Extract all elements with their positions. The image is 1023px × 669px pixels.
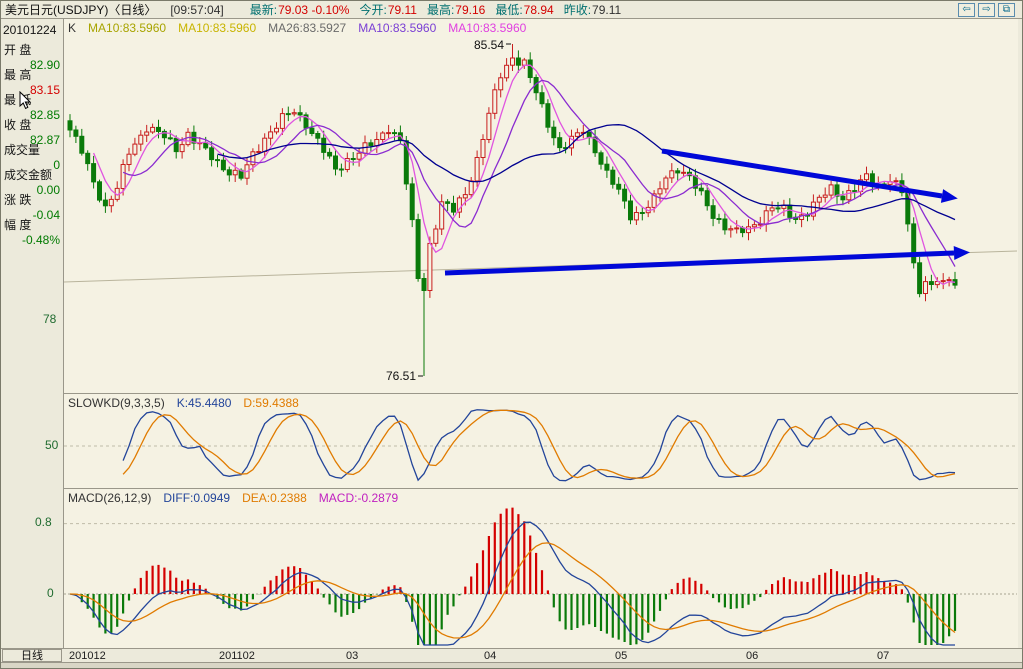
low-price-annotation: 76.51 [386, 369, 416, 383]
indicator-header-item: MA10:83.5960 [178, 21, 257, 35]
macd-axis-label-08: 0.8 [35, 515, 52, 529]
time-axis-month-label: 201102 [219, 650, 255, 662]
quote-label: 最新: [249, 3, 278, 17]
time-axis-month-label: 07 [877, 650, 890, 662]
quote-time: [09:57:04] [170, 2, 224, 17]
quote-value: 79.11 [592, 2, 622, 17]
high-price-annotation: 85.54 [474, 38, 504, 52]
quote-label: 昨收: [563, 3, 592, 17]
quote-label: 今开: [359, 3, 387, 17]
macd-chart-canvas[interactable] [64, 489, 1019, 649]
sidebar-field-label: 涨 跌 [4, 193, 32, 207]
main-indicator-header: K MA10:83.5960 MA10:83.5960 MA26:83.5927 MA1… [68, 21, 526, 35]
trend-arrow [444, 250, 955, 276]
horizontal-scrollbar[interactable] [1, 662, 1022, 668]
macd-histogram [74, 507, 957, 645]
quote-value: 79.11 [387, 2, 417, 17]
quote-strip: 最新: 79.03 -0.10% 今开: 79.11 最高: 79.16 最低: 78.94 昨… [240, 1, 621, 18]
indicator-header-item: K:45.4480 [176, 396, 232, 410]
quote-date: 20101224 [3, 23, 57, 37]
time-axis-month-label: 201012 [69, 650, 106, 662]
prev-page-button[interactable]: ⇦ [958, 2, 975, 17]
sidebar-field-label: 收 盘 [4, 118, 32, 132]
quote-sidebar-fields: 开 盘 82.90 最 高 83.15 最 低 82.85 收 盘 82.87 成交量 0 成交金额… [1, 40, 63, 247]
sidebar-field-label: 成交金额 [4, 168, 53, 182]
next-page-button[interactable]: ⇨ [978, 2, 995, 17]
indicator-header-item: K [68, 21, 77, 35]
trend-arrow-head [953, 246, 970, 260]
instrument-title: 美元日元(USDJPY)〈日线〉 [5, 3, 157, 17]
quote-value: 79.16 [455, 2, 486, 17]
macd-indicator-header: MACD(26,12,9) DIFF:0.0949 DEA:0.2388 MACD:-… [68, 491, 398, 505]
mouse-cursor [19, 91, 32, 110]
kd-axis-label-50: 50 [45, 438, 59, 452]
title-bar: 美元日元(USDJPY)〈日线〉 [09:57:04] 最新: 79.03 -0.… [1, 1, 1022, 19]
quote-label: 最低: [495, 3, 523, 17]
sidebar-field-label: 最 高 [4, 68, 32, 82]
main-chart-panel[interactable]: K MA10:83.5960 MA10:83.5960 MA26:83.5927 MA1… [63, 19, 1018, 393]
sidebar-field: 幅 度 -0.48% [1, 215, 63, 247]
window-buttons: ⇦ ⇨ ⧉ [958, 2, 1018, 17]
indicator-header-item: SLOWKD(9,3,3,5) [68, 396, 165, 410]
quote-label: 最高: [426, 3, 455, 17]
indicator-header-item: MA10:83.5960 [358, 21, 437, 35]
sidebar-field: 收 盘 82.87 [1, 115, 63, 147]
candles-group [67, 44, 958, 376]
sidebar-field-value: -0.04 [32, 208, 60, 222]
period-selector[interactable]: 日线 [2, 649, 62, 662]
time-axis-month-label: 05 [615, 650, 628, 662]
time-axis: 日线 201012 201102 03 04 05 06 07 [1, 648, 1022, 662]
sidebar-field: 涨 跌 -0.04 [1, 190, 63, 222]
sidebar-field: 开 盘 82.90 [1, 40, 63, 72]
sidebar-field: 成交金额 0.00 [1, 165, 63, 197]
sidebar-field-value: 82.87 [29, 133, 60, 147]
indicator-header-item: MA10:83.5960 [448, 21, 527, 35]
sidebar-field-label: 成交量 [4, 143, 41, 157]
quote-value: 79.03 -0.10% [278, 2, 350, 17]
indicator-header-item: MACD:-0.2879 [318, 491, 399, 505]
sidebar-field-label: 开 盘 [4, 43, 32, 57]
macd-axis-label-0: 0 [47, 586, 54, 600]
indicator-header-item: MACD(26,12,9) [68, 491, 152, 505]
time-axis-month-label: 03 [346, 650, 359, 662]
kd-chart-canvas[interactable] [64, 394, 1019, 489]
sidebar-field-value: 82.85 [29, 108, 60, 122]
sidebar-field: 成交量 0 [1, 140, 63, 172]
sidebar-field-value: 83.15 [29, 83, 60, 97]
split-window-button[interactable]: ⧉ [998, 2, 1015, 17]
price-axis-label-78: 78 [43, 312, 57, 326]
sidebar-field-value: 0.00 [36, 183, 60, 197]
kd-panel[interactable]: SLOWKD(9,3,3,5) K:45.4480 D:59.4388 [63, 393, 1018, 488]
sidebar-field: 最 高 83.15 [1, 65, 63, 97]
sidebar-field-value: -0.48% [21, 233, 60, 247]
indicator-header-item: DIFF:0.0949 [163, 491, 231, 505]
trend-arrow [661, 148, 943, 199]
macd-panel[interactable]: MACD(26,12,9) DIFF:0.0949 DEA:0.2388 MACD:-… [63, 488, 1018, 648]
indicator-header-item: DEA:0.2388 [242, 491, 307, 505]
time-axis-month-label: 04 [484, 650, 497, 662]
sidebar-field-value: 82.90 [29, 58, 60, 72]
trend-arrow-head [940, 189, 958, 203]
indicator-header-item: D:59.4388 [243, 396, 299, 410]
quote-sidebar: 20101224 开 盘 82.90 最 高 83.15 最 低 82.85 收 盘 82.8… [1, 19, 63, 649]
indicator-header-item: MA10:83.5960 [88, 21, 167, 35]
indicator-header-item: MA26:83.5927 [268, 21, 347, 35]
time-axis-month-label: 06 [746, 650, 759, 662]
kd-indicator-header: SLOWKD(9,3,3,5) K:45.4480 D:59.4388 [68, 396, 299, 410]
sidebar-field-value: 0 [53, 158, 60, 172]
quote-value: 78.94 [523, 2, 554, 17]
main-chart-canvas[interactable]: 85.54 76.51 [64, 19, 1019, 393]
sidebar-field-label: 幅 度 [4, 218, 32, 232]
